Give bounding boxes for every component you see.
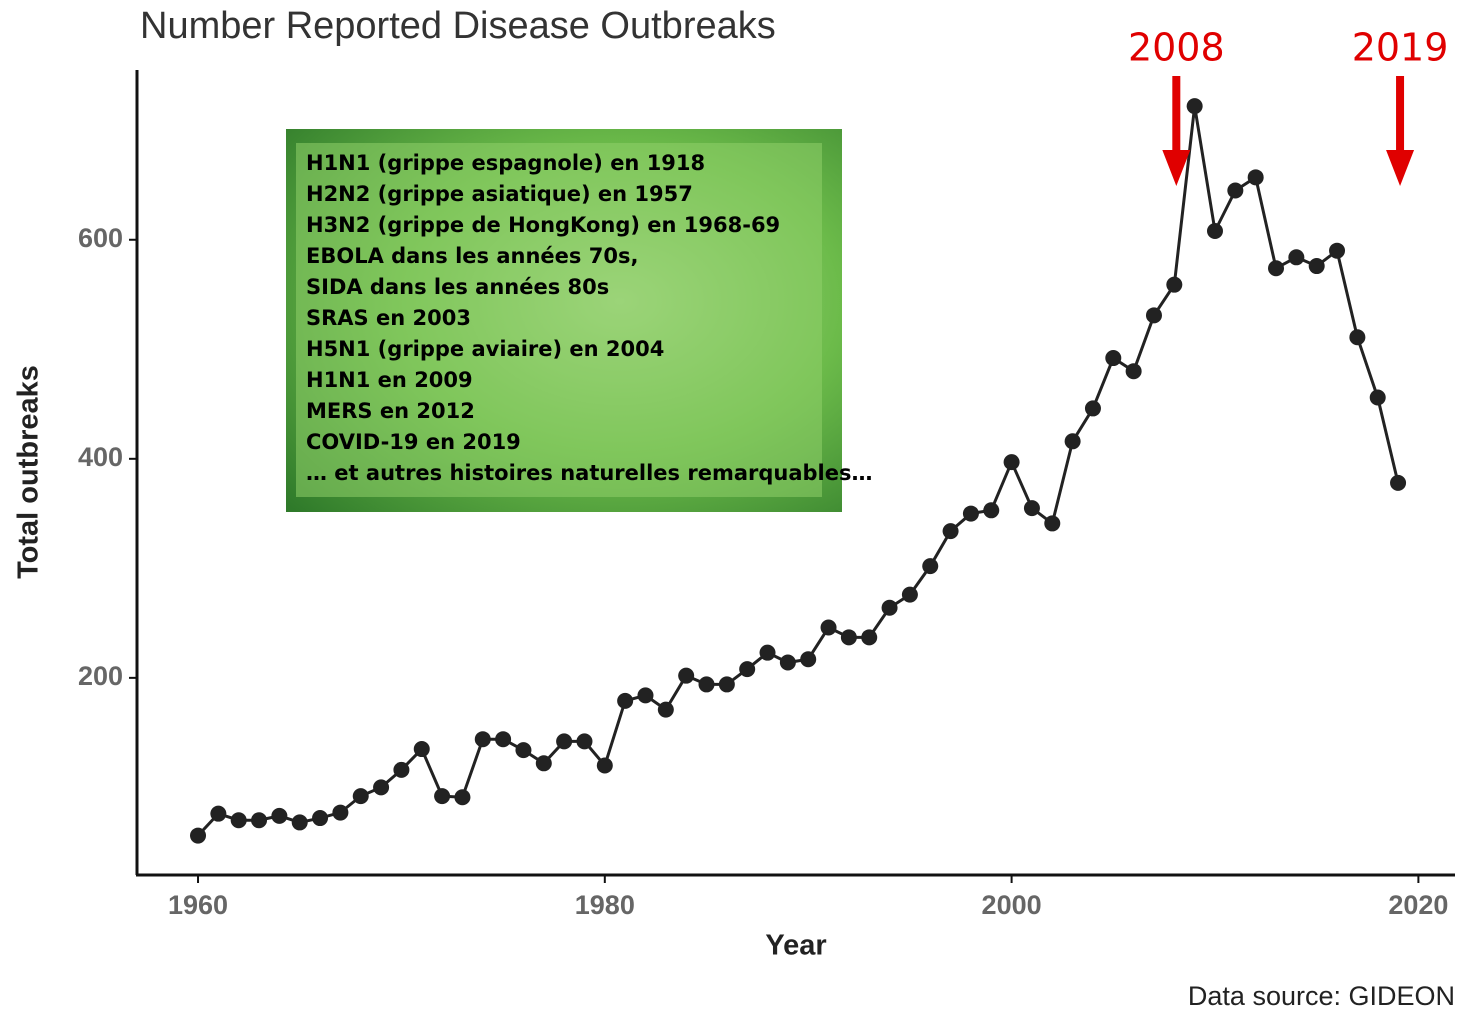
annotation-label: 2008 <box>1128 26 1225 70</box>
data-point <box>1390 474 1407 491</box>
data-point <box>1044 515 1061 532</box>
data-point <box>1308 258 1325 275</box>
data-point <box>393 761 410 778</box>
data-point <box>1369 389 1386 406</box>
data-point <box>718 676 735 693</box>
data-point <box>210 805 227 822</box>
data-point <box>434 788 451 805</box>
note-line: MERS en 2012 <box>306 399 475 423</box>
note-box: H1N1 (grippe espagnole) en 1918 H2N2 (gri… <box>286 129 873 512</box>
data-point <box>922 558 939 575</box>
data-point <box>230 812 247 829</box>
x-tick-label: 2020 <box>1388 890 1448 920</box>
x-axis-label: Year <box>765 930 826 962</box>
annotation-label: 2019 <box>1352 26 1449 70</box>
note-line: EBOLA dans les années 70s, <box>306 244 638 268</box>
note-panel <box>296 143 822 497</box>
data-point <box>474 731 491 748</box>
data-point <box>373 779 390 796</box>
note-line: SIDA dans les années 80s <box>306 275 609 299</box>
data-point <box>1288 249 1305 266</box>
data-point <box>271 807 288 824</box>
data-point <box>1206 223 1223 239</box>
note-line: H5N1 (grippe aviaire) en 2004 <box>306 337 664 361</box>
data-point <box>942 523 959 540</box>
data-point <box>1125 363 1142 380</box>
data-point <box>413 741 430 758</box>
x-tick-label: 1980 <box>575 890 635 920</box>
data-point <box>535 755 552 772</box>
data-point <box>454 789 471 806</box>
data-point <box>637 687 654 704</box>
data-point <box>291 814 308 831</box>
y-axis-label: Total outbreaks <box>13 365 45 579</box>
data-point <box>596 757 613 774</box>
note-line: SRAS en 2003 <box>306 306 471 330</box>
y-tick-label: 600 <box>78 223 123 253</box>
data-point <box>881 599 898 616</box>
data-point <box>1105 350 1122 367</box>
data-point <box>739 661 756 678</box>
x-tick-label: 2000 <box>982 890 1042 920</box>
data-point <box>352 788 369 805</box>
data-point <box>1268 260 1285 277</box>
data-point <box>983 502 1000 519</box>
note-line: H2N2 (grippe asiatique) en 1957 <box>306 182 693 206</box>
data-point <box>1064 433 1081 450</box>
data-point <box>1186 98 1203 115</box>
data-point <box>190 827 207 844</box>
source-note: Data source: GIDEON <box>1188 981 1455 1011</box>
data-point <box>617 692 634 709</box>
data-point <box>800 651 817 668</box>
annotation-arrow <box>1386 76 1415 186</box>
note-line: H3N2 (grippe de HongKong) en 1968-69 <box>306 213 780 237</box>
data-point <box>962 505 979 522</box>
data-point <box>515 742 532 759</box>
chart-title: Number Reported Disease Outbreaks <box>140 5 776 47</box>
note-line: … et autres histoires naturelles remarqu… <box>306 461 873 485</box>
data-point <box>332 804 349 821</box>
data-point <box>820 619 837 636</box>
data-point <box>678 667 695 684</box>
data-point <box>1145 307 1162 324</box>
data-point <box>779 654 796 671</box>
data-point <box>1166 276 1183 293</box>
y-tick-label: 400 <box>78 442 123 472</box>
data-point <box>698 676 715 693</box>
data-point <box>1247 169 1264 186</box>
note-line: H1N1 en 2009 <box>306 368 473 392</box>
data-point <box>1227 182 1244 199</box>
data-point <box>495 731 512 748</box>
data-point <box>1084 400 1101 417</box>
data-point <box>861 629 878 646</box>
data-point <box>759 644 776 661</box>
data-point <box>556 733 573 750</box>
data-point <box>1329 242 1346 259</box>
data-point <box>1003 454 1020 471</box>
note-line: COVID-19 en 2019 <box>306 430 521 454</box>
data-point <box>840 629 857 646</box>
data-point <box>901 586 918 603</box>
data-point <box>1023 500 1040 517</box>
y-tick-label: 200 <box>78 661 123 691</box>
x-tick-label: 1960 <box>168 890 228 920</box>
note-line: H1N1 (grippe espagnole) en 1918 <box>306 151 705 175</box>
data-point <box>576 733 593 750</box>
data-point <box>312 810 329 827</box>
data-point <box>657 701 674 718</box>
annotation-arrow <box>1162 76 1191 186</box>
data-point <box>251 812 268 829</box>
data-point <box>1349 329 1366 346</box>
